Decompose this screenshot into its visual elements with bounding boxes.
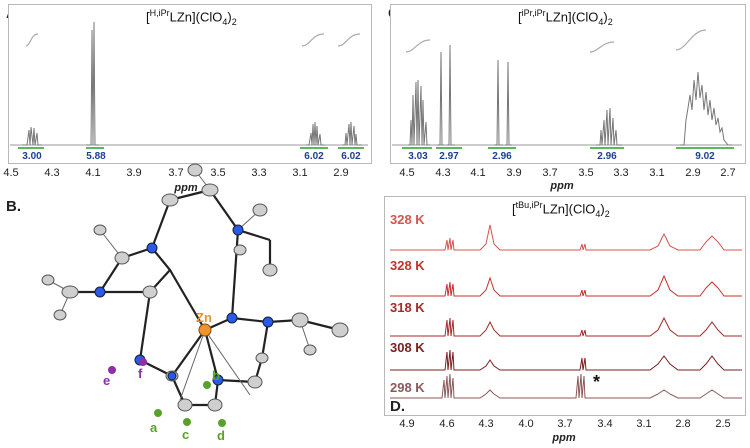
temperature-label: 328 K xyxy=(390,212,425,227)
atom-label-f: f xyxy=(138,366,143,381)
panel-a-title: [H,iPrLZn](ClO4)2 xyxy=(146,8,237,27)
panel-b-label: B. xyxy=(6,198,21,215)
panel-c-ppm-label: ppm xyxy=(550,180,574,192)
panel-d-tick: 4.0 xyxy=(518,418,534,430)
panel-a-ppm-label: ppm xyxy=(174,182,198,194)
panel-c-title: [iPr,iPrLZn](ClO4)2 xyxy=(518,8,613,27)
panel-d-tick: 2.8 xyxy=(675,418,691,430)
atom-label-a: a xyxy=(150,420,158,435)
temperature-label: 308 K xyxy=(390,340,425,355)
panel-a-integral-3: 6.02 xyxy=(304,151,324,162)
panel-c-integral-2: 2.97 xyxy=(439,151,459,162)
panel-c-tick: 3.9 xyxy=(506,167,522,179)
panel-a-tick: 4.3 xyxy=(44,167,60,179)
panel-a-tick: 2.9 xyxy=(333,167,349,179)
panel-a-tick: 4.5 xyxy=(3,167,19,179)
panel-a-integral-4: 6.02 xyxy=(341,151,361,162)
panel-c-integral-4: 2.96 xyxy=(597,151,617,162)
panel-d-frame xyxy=(384,196,746,416)
temperature-label: 318 K xyxy=(390,300,425,315)
panel-c-tick: 4.3 xyxy=(435,167,451,179)
panel-a-tick: 3.1 xyxy=(292,167,308,179)
panel-d-tick: 3.7 xyxy=(557,418,573,430)
panel-c-integral-3: 2.96 xyxy=(492,151,512,162)
panel-c-tick: 3.3 xyxy=(613,167,629,179)
panel-a-tick: 3.3 xyxy=(251,167,267,179)
panel-c-tick: 3.1 xyxy=(649,167,665,179)
zn-label: Zn xyxy=(196,310,212,325)
panel-d-title: [tBu,iPrLZn](ClO4)2 xyxy=(512,200,610,219)
atom-label-e: e xyxy=(103,373,111,388)
panel-c-integral-5: 9.02 xyxy=(695,151,715,162)
temperature-label: 298 K xyxy=(390,380,425,395)
panel-d-tick: 4.9 xyxy=(399,418,415,430)
panel-d-tick: 3.4 xyxy=(597,418,613,430)
atom-label-d: d xyxy=(217,428,225,443)
panel-c-integral-1: 3.03 xyxy=(408,151,428,162)
panel-d-tick: 3.1 xyxy=(636,418,652,430)
panel-a-integral-2: 5.88 xyxy=(86,151,106,162)
panel-d-tick: 2.5 xyxy=(715,418,731,430)
panel-d-tick: 4.6 xyxy=(439,418,455,430)
panel-d-ppm-label: ppm xyxy=(552,432,576,444)
panel-a-tick: 3.7 xyxy=(168,167,184,179)
atom-label-b: b xyxy=(212,368,220,383)
panel-a-integral-1: 3.00 xyxy=(22,151,42,162)
panel-a-tick: 4.1 xyxy=(85,167,101,179)
panel-c-tick: 3.5 xyxy=(578,167,594,179)
panel-d-label: D. xyxy=(390,398,405,415)
atom-label-c: c xyxy=(182,427,190,442)
impurity-asterisk: * xyxy=(593,372,601,392)
panel-c-tick: 4.1 xyxy=(470,167,486,179)
panel-d-tick: 4.3 xyxy=(478,418,494,430)
panel-c-tick: 2.9 xyxy=(685,167,701,179)
panel-c-tick: 3.7 xyxy=(542,167,558,179)
panel-a-tick: 3.9 xyxy=(126,167,142,179)
temperature-label: 328 K xyxy=(390,258,425,273)
panel-c-tick: 2.7 xyxy=(720,167,736,179)
panel-a-tick: 3.5 xyxy=(210,167,226,179)
panel-c-tick: 4.5 xyxy=(399,167,415,179)
